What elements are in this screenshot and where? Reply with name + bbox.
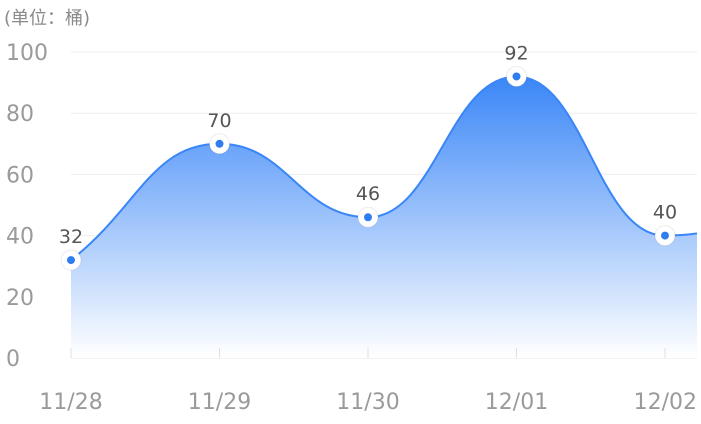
y-tick-label: 80 (6, 102, 34, 127)
x-axis: 11/28 11/29 11/30 12/01 12/02 (39, 348, 697, 415)
data-point-dot (661, 231, 669, 240)
data-label: 92 (504, 42, 528, 64)
data-label: 46 (356, 183, 380, 205)
area-series (71, 75, 697, 358)
x-tick-label: 11/28 (39, 390, 102, 415)
y-tick-label: 0 (6, 347, 20, 372)
data-label: 32 (59, 226, 83, 248)
y-axis: 100 80 60 40 20 0 (6, 41, 48, 372)
data-label: 40 (653, 202, 677, 224)
y-tick-label: 40 (6, 225, 34, 250)
point-markers (60, 65, 676, 271)
y-tick-label: 60 (6, 163, 34, 188)
x-tick-label: 11/30 (336, 390, 399, 415)
x-tick-label: 11/29 (188, 390, 251, 415)
data-point-dot (67, 256, 75, 265)
data-point[interactable] (60, 249, 82, 271)
data-point-dot (215, 139, 224, 148)
data-labels: 32 70 46 92 40 (59, 42, 677, 248)
x-tick-label: 12/02 (634, 390, 697, 415)
data-point[interactable] (357, 206, 379, 228)
data-point-dot (512, 72, 521, 81)
x-tick-label: 12/01 (485, 390, 548, 415)
y-tick-label: 20 (6, 286, 34, 311)
data-point[interactable] (209, 133, 230, 155)
data-point-dot (364, 213, 372, 222)
data-point[interactable] (506, 65, 527, 87)
data-point[interactable] (654, 225, 676, 247)
unit-label: (单位：桶) (4, 8, 90, 29)
area-fill (71, 76, 697, 358)
y-tick-label: 100 (6, 41, 48, 66)
data-label: 70 (207, 110, 231, 132)
